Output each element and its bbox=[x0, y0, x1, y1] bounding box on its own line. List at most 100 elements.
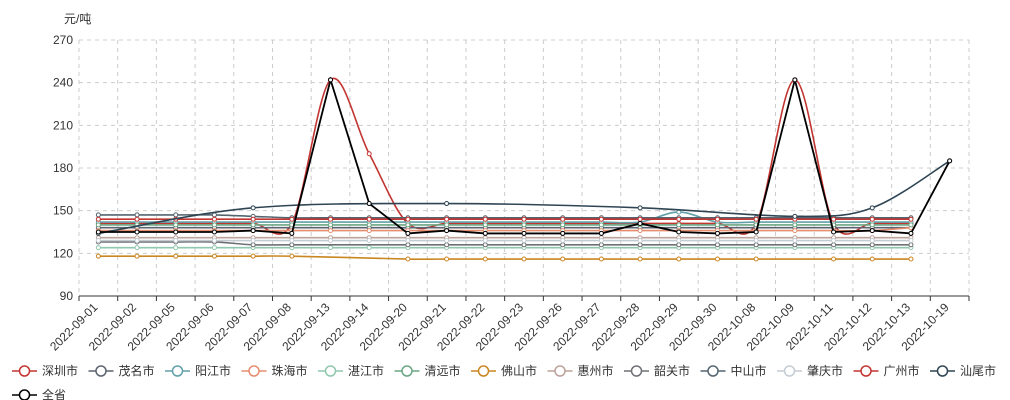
data-point bbox=[714, 242, 720, 248]
data-point bbox=[676, 238, 682, 244]
data-point bbox=[95, 238, 101, 244]
legend-item[interactable]: 广州市 bbox=[853, 363, 920, 378]
data-point bbox=[869, 242, 875, 248]
legend-label: 佛山市 bbox=[501, 363, 537, 378]
data-point bbox=[714, 216, 720, 222]
data-point bbox=[95, 229, 101, 235]
y-tick-label: 210 bbox=[53, 118, 73, 132]
data-point bbox=[521, 222, 527, 228]
data-point bbox=[908, 238, 914, 244]
legend-label: 深圳市 bbox=[42, 363, 78, 378]
data-point bbox=[444, 228, 450, 234]
legend-circle-symbol bbox=[171, 365, 184, 377]
data-point bbox=[134, 229, 140, 235]
legend-circle-symbol bbox=[248, 365, 260, 377]
data-point bbox=[598, 238, 604, 244]
data-point bbox=[328, 245, 334, 251]
data-point bbox=[444, 201, 450, 207]
legend-item[interactable]: 清远市 bbox=[394, 363, 461, 378]
data-point bbox=[211, 222, 217, 228]
legend-label: 中山市 bbox=[731, 363, 767, 378]
data-point bbox=[366, 222, 372, 228]
legend-item[interactable]: 中山市 bbox=[700, 363, 767, 378]
legend-circle-symbol bbox=[707, 365, 719, 377]
legend-item[interactable]: 惠州市 bbox=[547, 363, 614, 378]
data-point bbox=[908, 242, 914, 248]
data-point bbox=[753, 238, 759, 244]
data-point bbox=[792, 242, 798, 248]
series-line bbox=[98, 214, 911, 219]
data-point bbox=[521, 216, 527, 222]
legend-item[interactable]: 珠海市 bbox=[241, 363, 308, 378]
legend-circle-symbol bbox=[554, 365, 566, 377]
data-point bbox=[405, 242, 411, 248]
data-point bbox=[560, 242, 566, 248]
data-point bbox=[366, 238, 372, 244]
grid-lines bbox=[78, 39, 970, 296]
data-point bbox=[211, 229, 217, 235]
legend-item[interactable]: 佛山市 bbox=[471, 363, 537, 378]
legend-item[interactable]: 湛江市 bbox=[318, 363, 384, 378]
series-line bbox=[98, 240, 911, 246]
legend-item[interactable]: 全省 bbox=[12, 387, 66, 400]
data-point bbox=[598, 230, 604, 236]
y-axis-unit-label: 元/吨 bbox=[64, 12, 91, 26]
data-point bbox=[444, 216, 450, 222]
data-point bbox=[211, 212, 217, 218]
data-point bbox=[560, 230, 566, 236]
legend-item[interactable]: 肇庆市 bbox=[777, 363, 843, 378]
data-point bbox=[521, 256, 527, 262]
legend-circle-symbol bbox=[18, 389, 31, 400]
data-point bbox=[173, 253, 179, 259]
legend[interactable]: 深圳市 茂名市 阳江市 珠海市 湛江市 清远市 佛山市 惠州市 韶关市 中山市 肇庆市 广州市 汕尾市全… bbox=[12, 363, 996, 400]
data-point bbox=[250, 222, 256, 228]
data-point bbox=[637, 256, 643, 262]
data-point bbox=[637, 205, 643, 211]
data-point bbox=[714, 230, 720, 236]
data-point bbox=[908, 256, 914, 262]
data-point bbox=[328, 238, 334, 244]
data-point bbox=[637, 216, 643, 222]
data-point bbox=[211, 245, 217, 251]
y-tick-label: 270 bbox=[53, 33, 73, 47]
legend-circle-symbol bbox=[860, 365, 872, 377]
legend-item[interactable]: 汕尾市 bbox=[930, 363, 996, 378]
data-point bbox=[328, 222, 334, 228]
y-tick-label: 90 bbox=[60, 289, 74, 303]
data-point bbox=[560, 238, 566, 244]
series-6 bbox=[95, 253, 914, 262]
data-point bbox=[676, 242, 682, 248]
legend-item[interactable]: 茂名市 bbox=[88, 363, 155, 378]
data-point bbox=[173, 245, 179, 251]
data-point bbox=[869, 222, 875, 228]
data-point bbox=[482, 256, 488, 262]
data-point bbox=[366, 201, 372, 207]
legend-circle-symbol bbox=[18, 365, 31, 377]
series-7 bbox=[95, 235, 914, 241]
data-point bbox=[134, 238, 140, 244]
data-point bbox=[637, 238, 643, 244]
data-point bbox=[134, 253, 140, 259]
y-tick-label: 120 bbox=[53, 246, 73, 260]
data-point bbox=[173, 238, 179, 244]
legend-label: 珠海市 bbox=[272, 363, 308, 378]
data-point bbox=[521, 242, 527, 248]
data-point bbox=[289, 238, 295, 244]
data-point bbox=[598, 216, 604, 222]
legend-item[interactable]: 阳江市 bbox=[165, 363, 231, 378]
data-point bbox=[908, 222, 914, 228]
legend-circle-symbol bbox=[936, 365, 949, 377]
data-point bbox=[405, 230, 411, 236]
data-point bbox=[792, 77, 798, 83]
x-axis-ticks: 2022-09-012022-09-022022-09-052022-09-06… bbox=[47, 300, 952, 354]
data-point bbox=[250, 228, 256, 234]
legend-item[interactable]: 韶关市 bbox=[624, 363, 690, 378]
legend-circle-symbol bbox=[95, 365, 107, 377]
legend-item[interactable]: 深圳市 bbox=[12, 363, 78, 378]
legend-label: 清远市 bbox=[425, 363, 461, 378]
data-point bbox=[211, 216, 217, 222]
legend-circle-symbol bbox=[324, 365, 337, 377]
data-point bbox=[753, 229, 759, 235]
data-point bbox=[444, 222, 450, 228]
